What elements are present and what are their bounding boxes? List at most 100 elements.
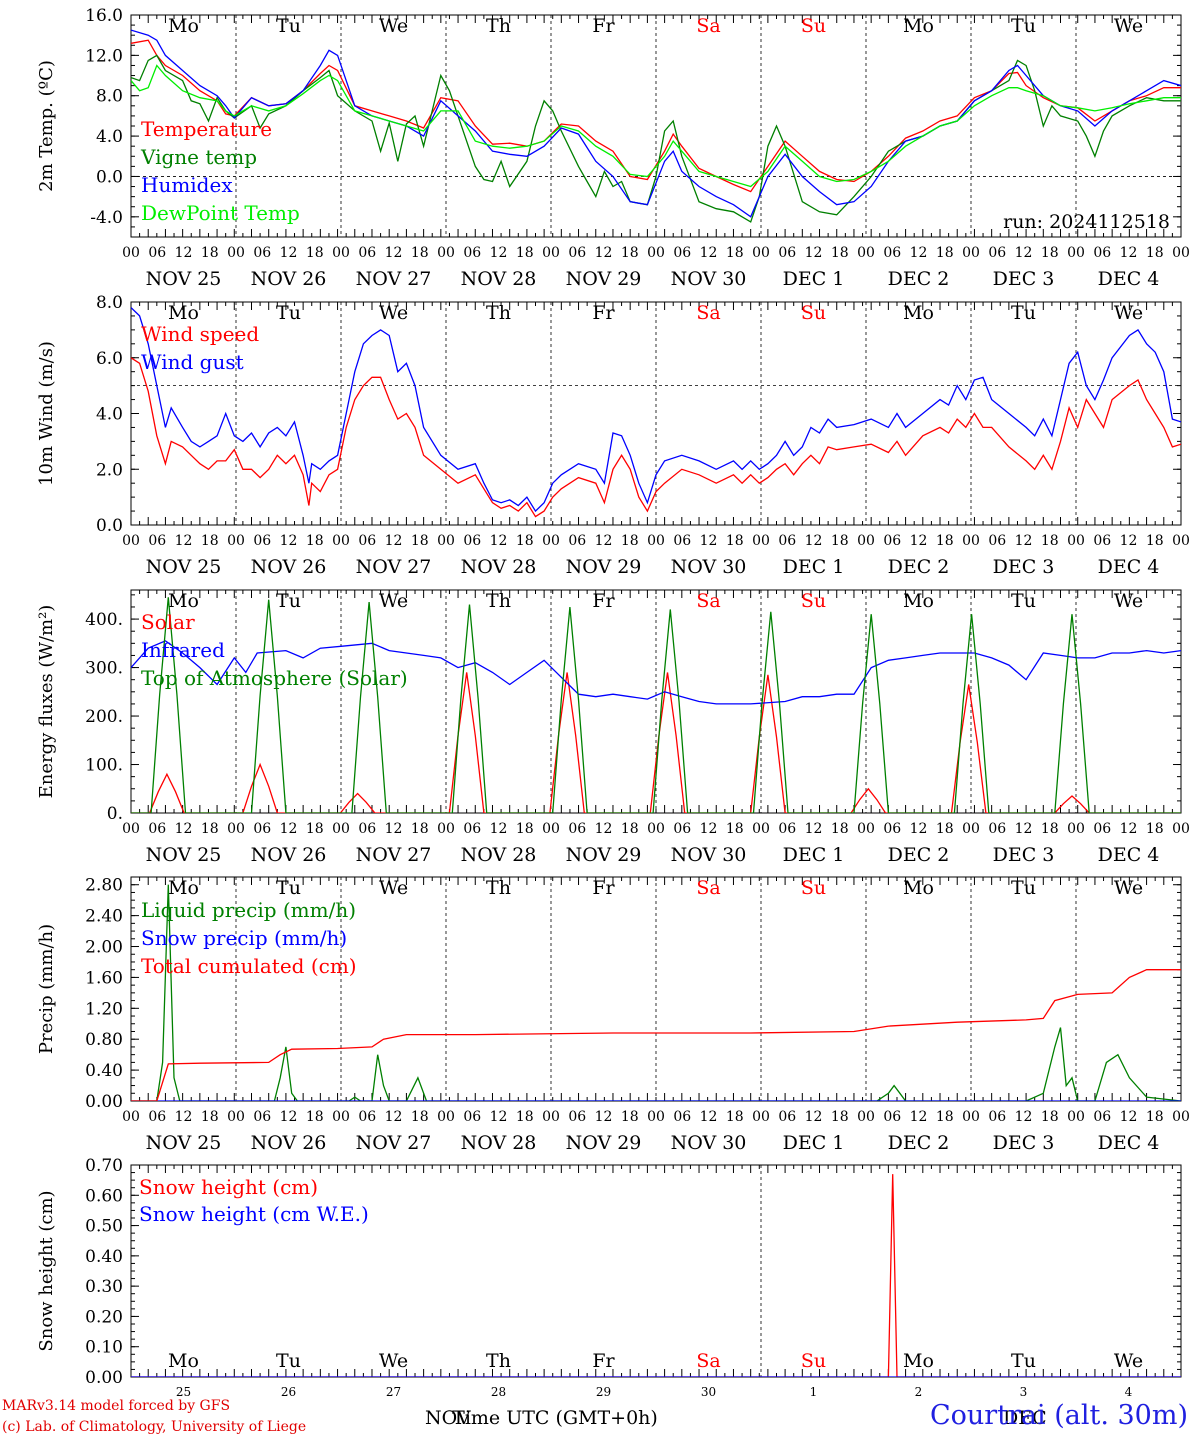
legend-entry: Humidex bbox=[141, 173, 233, 197]
y-tick-label: 1.20 bbox=[85, 999, 123, 1019]
hour-label: 00 bbox=[1067, 533, 1085, 549]
hour-label: 00 bbox=[122, 533, 140, 549]
date-label: NOV 25 bbox=[146, 1132, 222, 1154]
hour-label: 12 bbox=[910, 821, 928, 837]
hour-label: 06 bbox=[673, 821, 691, 837]
hour-label: 18 bbox=[201, 533, 219, 549]
station-name: Courtrai (alt. 30m) bbox=[929, 1400, 1188, 1431]
weekday-label: Tu bbox=[276, 877, 301, 899]
hour-label: 12 bbox=[490, 821, 508, 837]
weekday-label: Sa bbox=[696, 590, 720, 612]
y-tick-label: 0.10 bbox=[85, 1338, 123, 1358]
y-tick-label: 8.0 bbox=[96, 87, 123, 107]
weekday-label: Th bbox=[486, 302, 511, 324]
hour-label: 12 bbox=[175, 245, 193, 261]
y-tick-label: 0.40 bbox=[85, 1247, 123, 1267]
hour-label: 18 bbox=[306, 821, 324, 837]
hour-label: 00 bbox=[647, 1109, 665, 1125]
hour-label: 12 bbox=[280, 533, 298, 549]
hour-label: 12 bbox=[595, 821, 613, 837]
date-label: NOV 25 bbox=[146, 268, 222, 290]
y-tick-label: 4.0 bbox=[96, 127, 123, 147]
hour-label: 18 bbox=[621, 245, 639, 261]
hour-label: 00 bbox=[332, 533, 350, 549]
weekday-label: We bbox=[1114, 590, 1143, 612]
hour-label: 12 bbox=[280, 1109, 298, 1125]
hour-label: 00 bbox=[857, 533, 875, 549]
hour-label: 06 bbox=[253, 533, 271, 549]
hour-label: 18 bbox=[831, 821, 849, 837]
hour-label: 18 bbox=[936, 821, 954, 837]
hour-label: 00 bbox=[962, 1109, 980, 1125]
hour-label: 12 bbox=[490, 1109, 508, 1125]
weekday-label: Tu bbox=[1011, 1350, 1036, 1372]
hour-label: 06 bbox=[1093, 245, 1111, 261]
hour-label: 06 bbox=[358, 821, 376, 837]
y-tick-label: 0.00 bbox=[85, 1092, 123, 1112]
hour-label: 00 bbox=[122, 245, 140, 261]
hour-label: 00 bbox=[542, 245, 560, 261]
legend-entry: Snow precip (mm/h) bbox=[141, 926, 347, 950]
hour-label: 18 bbox=[621, 533, 639, 549]
hour-label: 00 bbox=[1067, 821, 1085, 837]
hour-label: 06 bbox=[148, 1109, 166, 1125]
weekday-label: Tu bbox=[1011, 877, 1036, 899]
weekday-label: We bbox=[379, 15, 408, 37]
hour-label: 06 bbox=[358, 1109, 376, 1125]
weekday-label: We bbox=[379, 590, 408, 612]
legend-entry: Wind speed bbox=[141, 322, 259, 346]
hour-label: 06 bbox=[568, 245, 586, 261]
legend-entry: DewPoint Temp bbox=[141, 201, 300, 225]
hour-label: 00 bbox=[752, 245, 770, 261]
hour-label: 18 bbox=[516, 821, 534, 837]
y-tick-label: 4.0 bbox=[96, 405, 123, 425]
date-label: NOV 28 bbox=[461, 268, 537, 290]
hour-label: 00 bbox=[1067, 1109, 1085, 1125]
hour-label: 18 bbox=[411, 821, 429, 837]
lab-credit: (c) Lab. of Climatology, University of L… bbox=[2, 1419, 307, 1435]
date-label: DEC 2 bbox=[888, 556, 950, 578]
hour-label: 06 bbox=[883, 533, 901, 549]
day-number-label: 30 bbox=[701, 1385, 716, 1399]
weekday-label: Mo bbox=[168, 302, 199, 324]
date-label: NOV 26 bbox=[251, 844, 327, 866]
hour-label: 12 bbox=[595, 533, 613, 549]
legend-entry: Solar bbox=[141, 610, 195, 634]
hour-label: 12 bbox=[385, 533, 403, 549]
hour-label: 18 bbox=[1041, 1109, 1059, 1125]
hour-label: 18 bbox=[306, 1109, 324, 1125]
date-label: DEC 3 bbox=[993, 268, 1055, 290]
weekday-label: Tu bbox=[1011, 15, 1036, 37]
date-label: DEC 4 bbox=[1098, 1132, 1160, 1154]
hour-label: 06 bbox=[883, 1109, 901, 1125]
date-label: DEC 3 bbox=[993, 1132, 1055, 1154]
hour-label: 18 bbox=[411, 1109, 429, 1125]
date-label: NOV 30 bbox=[671, 268, 747, 290]
chart-panel-0: 16.0 12.0 8.0 4.0 0.0 -4.0 2m Temp. (ºC) 00 06 12… bbox=[36, 6, 1190, 290]
series-line-humidex bbox=[131, 29, 1181, 218]
hour-label: 06 bbox=[673, 1109, 691, 1125]
series-line-temperature bbox=[131, 39, 1181, 193]
hour-label: 18 bbox=[306, 533, 324, 549]
hour-label: 00 bbox=[647, 821, 665, 837]
day-number-label: 29 bbox=[596, 1385, 611, 1399]
hour-label: 18 bbox=[1041, 533, 1059, 549]
hour-label: 12 bbox=[1015, 821, 1033, 837]
weekday-label: Su bbox=[801, 1350, 826, 1372]
hour-label: 12 bbox=[595, 245, 613, 261]
weekday-label: Su bbox=[801, 877, 826, 899]
day-number-label: 25 bbox=[176, 1385, 191, 1399]
hour-label: 06 bbox=[253, 821, 271, 837]
hour-label: 06 bbox=[1093, 533, 1111, 549]
y-tick-label: 0.0 bbox=[96, 167, 123, 187]
weekday-label: Tu bbox=[276, 1350, 301, 1372]
hour-label: 06 bbox=[673, 533, 691, 549]
hour-label: 06 bbox=[778, 533, 796, 549]
y-tick-label: 0.0 bbox=[96, 516, 123, 536]
date-label: DEC 1 bbox=[783, 844, 845, 866]
hour-label: 18 bbox=[726, 1109, 744, 1125]
model-credit: MARv3.14 model forced by GFS bbox=[2, 1398, 231, 1414]
hour-label: 00 bbox=[437, 533, 455, 549]
date-label: DEC 4 bbox=[1098, 844, 1160, 866]
hour-label: 06 bbox=[988, 533, 1006, 549]
